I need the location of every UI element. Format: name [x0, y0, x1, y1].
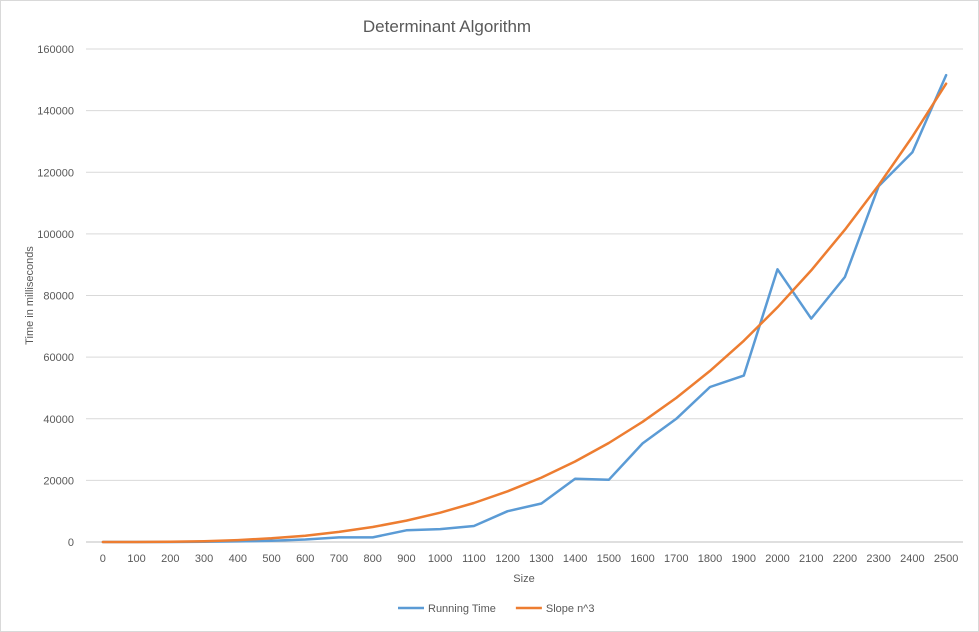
- x-tick-label: 1600: [630, 553, 654, 565]
- y-tick-label: 20000: [43, 475, 74, 487]
- legend: Running Time Slope n^3: [398, 603, 594, 615]
- y-tick-label: 100000: [37, 229, 74, 241]
- x-tick-label: 2100: [799, 553, 823, 565]
- x-tick-label: 300: [195, 553, 213, 565]
- x-tick-label: 0: [100, 553, 106, 565]
- x-tick-label: 1500: [597, 553, 621, 565]
- x-axis-label: Size: [513, 573, 534, 585]
- x-tick-label: 2300: [866, 553, 890, 565]
- y-axis-ticks: 0 20000 40000 60000 80000 100000 120000 140000 1…: [37, 44, 74, 549]
- series-lines: [101, 73, 948, 544]
- y-tick-label: 140000: [37, 106, 74, 118]
- x-tick-label: 2200: [833, 553, 857, 565]
- x-tick-label: 1700: [664, 553, 688, 565]
- gridlines: [86, 48, 963, 543]
- x-tick-label: 2500: [934, 553, 958, 565]
- x-tick-label: 900: [397, 553, 415, 565]
- x-tick-label: 1400: [563, 553, 587, 565]
- x-tick-label: 2400: [900, 553, 924, 565]
- chart-title: Determinant Algorithm: [363, 17, 531, 36]
- x-tick-label: 600: [296, 553, 314, 565]
- x-tick-label: 200: [161, 553, 179, 565]
- y-tick-label: 0: [68, 537, 74, 549]
- y-tick-label: 60000: [43, 352, 74, 364]
- x-axis-ticks: 0 100 200 300 400 500 600 700 800 900 1000 1100 1200…: [100, 553, 959, 565]
- series-line-slope-n-3: [101, 82, 948, 544]
- x-tick-label: 500: [262, 553, 280, 565]
- y-tick-label: 160000: [37, 44, 74, 56]
- y-axis-label: Time in milliseconds: [24, 246, 36, 345]
- x-tick-label: 1300: [529, 553, 553, 565]
- x-tick-label: 700: [330, 553, 348, 565]
- x-tick-label: 100: [127, 553, 145, 565]
- y-tick-label: 40000: [43, 414, 74, 426]
- x-tick-label: 2000: [765, 553, 789, 565]
- y-tick-label: 120000: [37, 167, 74, 179]
- x-tick-label: 1100: [462, 553, 486, 565]
- x-tick-label: 1000: [428, 553, 452, 565]
- x-tick-label: 1800: [698, 553, 722, 565]
- legend-label: Running Time: [428, 603, 496, 615]
- x-tick-label: 1200: [495, 553, 519, 565]
- x-tick-label: 800: [364, 553, 382, 565]
- y-tick-label: 80000: [43, 291, 74, 303]
- x-tick-label: 1900: [732, 553, 756, 565]
- x-tick-label: 400: [229, 553, 247, 565]
- legend-label: Slope n^3: [546, 603, 595, 615]
- series-line-running-time: [101, 73, 948, 544]
